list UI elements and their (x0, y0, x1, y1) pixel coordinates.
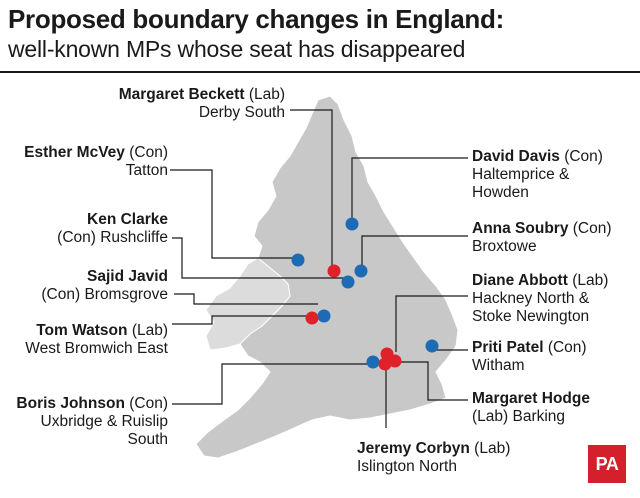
label-hodge: Margaret Hodge (Lab) Barking (472, 390, 590, 425)
label-clarke: Ken Clarke (Con) Rushcliffe (57, 211, 168, 246)
dot-corbyn (378, 357, 392, 371)
leader-mcvey (170, 169, 296, 259)
pa-logo: PA (588, 445, 626, 483)
leader-lines (170, 109, 468, 428)
label-javid: Sajid Javid (Con) Bromsgrove (41, 268, 168, 303)
dot-javid (317, 309, 331, 323)
label-watson: Tom Watson (Lab) West Bromwich East (25, 322, 168, 357)
label-mcvey: Esther McVey (Con) Tatton (24, 144, 168, 179)
leader-abbott (395, 295, 468, 352)
dot-clarke (341, 275, 355, 289)
leader-johnson (172, 363, 372, 405)
dot-beckett (327, 264, 341, 278)
leader-watson (172, 315, 310, 325)
label-corbyn: Jeremy Corbyn (Lab) Islington North (357, 440, 511, 475)
label-patel: Priti Patel (Con) Witham (472, 339, 587, 374)
label-abbott: Diane Abbott (Lab) Hackney North & Stoke… (472, 272, 609, 325)
leader-soubry (361, 235, 468, 270)
label-johnson: Boris Johnson (Con) Uxbridge & Ruislip S… (16, 395, 168, 448)
map-subtitle: well-known MPs whose seat has disappeare… (8, 36, 466, 62)
dot-hodge (388, 354, 402, 368)
label-soubry: Anna Soubry (Con) Broxtowe (472, 220, 612, 255)
leader-beckett (290, 109, 333, 268)
dot-johnson (366, 355, 380, 369)
map-title: Proposed boundary changes in England: (8, 4, 504, 34)
leader-davis (351, 157, 468, 224)
dot-davis (345, 217, 359, 231)
england-landmass (195, 95, 459, 459)
leader-clarke (172, 237, 348, 279)
label-davis: David Davis (Con) Haltemprice & Howden (472, 148, 603, 201)
dot-soubry (354, 264, 368, 278)
header-divider (0, 71, 640, 73)
label-beckett: Margaret Beckett (Lab) Derby South (118, 86, 285, 121)
dot-mcvey (291, 253, 305, 267)
dot-patel (425, 339, 439, 353)
dot-watson (305, 311, 319, 325)
leader-hodge (398, 361, 468, 401)
leader-javid (174, 293, 318, 305)
